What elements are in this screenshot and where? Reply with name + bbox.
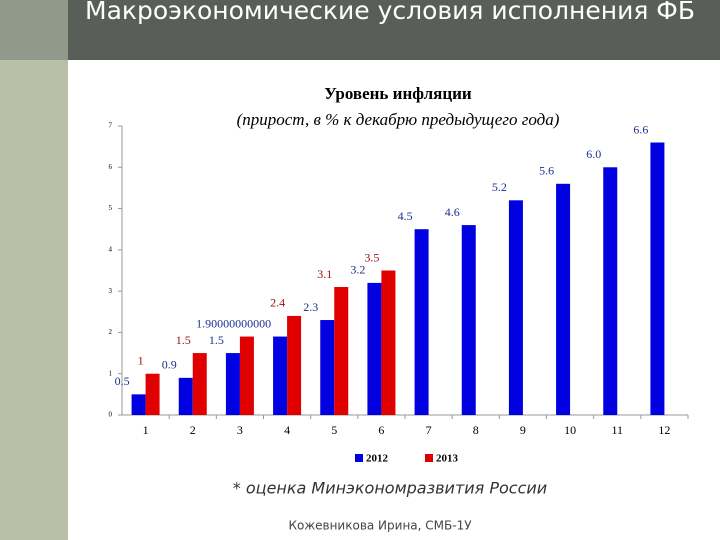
data-label: 1	[138, 353, 144, 367]
data-label: 3.1	[317, 267, 332, 281]
data-label: 0.9	[162, 358, 177, 372]
bar	[320, 320, 335, 415]
bar	[178, 377, 193, 415]
x-tick-label: 8	[473, 423, 479, 437]
x-tick-label: 2	[190, 423, 196, 437]
bar	[603, 167, 618, 415]
bar	[273, 336, 288, 415]
y-tick-label: 6	[109, 163, 113, 171]
data-label: 0.5	[115, 374, 130, 388]
bar	[461, 225, 476, 415]
legend-label: 2013	[436, 453, 459, 465]
data-label: 5.2	[492, 180, 507, 194]
data-label: 2.4	[270, 296, 285, 310]
x-tick-label: 5	[331, 423, 337, 437]
data-label: 1.5	[176, 333, 191, 347]
data-label: 3.2	[350, 263, 365, 277]
data-label: 1.90000000000	[196, 316, 271, 330]
x-tick-label: 7	[426, 423, 432, 437]
data-label: 6.6	[633, 122, 648, 136]
y-tick-label: 5	[109, 204, 113, 212]
bar	[287, 315, 302, 415]
legend-label: 2012	[366, 453, 389, 465]
x-tick-label: 12	[658, 423, 670, 437]
bar	[192, 353, 207, 415]
bar	[239, 336, 254, 415]
x-tick-label: 3	[237, 423, 243, 437]
data-label: 1.5	[209, 333, 224, 347]
bar	[556, 183, 571, 415]
data-label: 3.5	[364, 250, 379, 264]
bar	[381, 270, 396, 415]
x-tick-label: 4	[284, 423, 290, 437]
x-tick-label: 6	[378, 423, 384, 437]
y-tick-label: 3	[109, 287, 113, 295]
bar	[145, 373, 160, 415]
y-tick-label: 2	[109, 328, 113, 336]
x-tick-label: 10	[564, 423, 576, 437]
slide-title: Макроэкономические условия исполнения ФБ	[85, 0, 695, 25]
data-label: 2.3	[303, 300, 318, 314]
chart-subtitle: (прирост, в % к декабрю предыдущего года…	[237, 110, 560, 129]
y-tick-label: 7	[109, 122, 113, 130]
x-tick-label: 11	[611, 423, 623, 437]
bar	[414, 229, 429, 415]
x-tick-label: 1	[143, 423, 149, 437]
y-tick-label: 4	[109, 245, 113, 253]
legend-swatch	[355, 454, 363, 462]
title-banner	[0, 0, 720, 60]
bar	[508, 200, 523, 415]
bar	[131, 394, 146, 415]
y-tick-label: 0	[109, 411, 113, 419]
legend-swatch	[425, 454, 433, 462]
chart-title: Уровень инфляции	[324, 84, 472, 103]
bar	[650, 142, 665, 415]
bar	[334, 287, 349, 415]
bar	[367, 282, 382, 415]
y-tick-label: 1	[109, 369, 113, 377]
data-label: 4.6	[445, 205, 460, 219]
slide-title-box: Макроэкономические условия исполнения ФБ	[85, 0, 695, 25]
author: Кожевникова Ирина, СМБ-1У	[288, 519, 472, 533]
side-strip	[0, 0, 68, 540]
data-label: 5.6	[539, 164, 554, 178]
x-tick-label: 9	[520, 423, 526, 437]
footnote: * оценка Минэкономразвития России	[233, 479, 547, 498]
logo-block	[0, 0, 68, 60]
bar	[225, 353, 240, 415]
data-label: 4.5	[398, 209, 413, 223]
data-label: 6.0	[586, 147, 601, 161]
